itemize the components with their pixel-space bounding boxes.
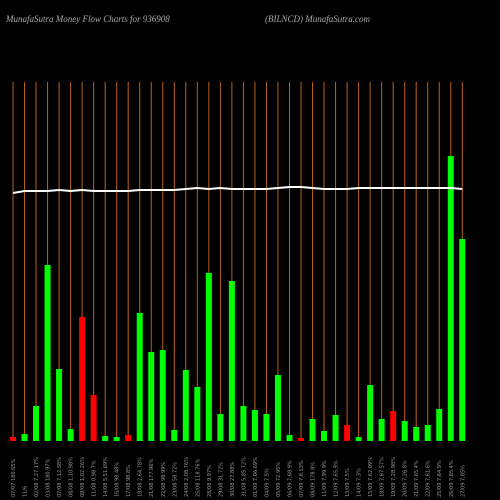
x-tick-label: 21/08 177.96% — [149, 459, 155, 497]
x-tick-label: 14/08 5,51.69% — [103, 457, 109, 497]
bar — [401, 421, 408, 441]
x-tick-label: 31/08 5,85.72% — [241, 457, 247, 497]
bar — [79, 317, 86, 441]
bar — [367, 385, 374, 441]
x-tick-label: 01/09 7,06.69% — [253, 457, 259, 497]
bar — [447, 156, 454, 441]
bar — [205, 273, 212, 441]
x-tick-label: 07/07 180.65% — [11, 459, 17, 497]
x-tick-label: 08/09 178.8% — [311, 462, 317, 497]
x-tick-label: 09/08 1,02.26% — [80, 457, 86, 497]
x-tick-label: 03/08 180.97% — [46, 459, 52, 497]
bar — [125, 435, 132, 441]
bar — [321, 431, 328, 441]
bar — [56, 369, 63, 441]
x-tick-label: 08/08 1,10.98% — [69, 457, 75, 497]
x-tick-label: 29/08 31.72% — [218, 462, 224, 497]
bar — [194, 387, 201, 441]
bar — [136, 313, 143, 441]
x-tick-label: 17/08 98.8% — [126, 465, 132, 497]
bar — [274, 375, 281, 441]
x-tick-label: 07/09 7,8.13% — [299, 460, 305, 497]
bar — [355, 437, 362, 441]
bar — [171, 430, 178, 441]
x-tick-label: 14/09 7.3% — [357, 468, 363, 497]
x-tick-label: 11/08 0.98 7% — [92, 460, 98, 497]
x-tick-label: 15/09 7,62.09% — [368, 457, 374, 497]
x-tick-label: 06/09 7,68.9% — [287, 460, 293, 497]
bar — [413, 427, 420, 441]
x-tick-label: 18/08 2,64.78% — [138, 457, 144, 497]
bar — [309, 419, 316, 441]
x-tick-label: 24/08 2,08.76% — [184, 457, 190, 497]
bar — [90, 395, 97, 441]
x-tick-label: 13/09 7.5% — [345, 468, 351, 497]
bar — [33, 406, 40, 441]
x-tick-label: 22/09 7,61.6% — [426, 460, 432, 497]
x-tick-label: 27/09 7,85% — [460, 465, 466, 497]
bar — [240, 406, 247, 441]
money-flow-line — [12, 186, 463, 194]
x-tick-label: 20/09 7,26.8% — [403, 460, 409, 497]
chart-title: MunafaSutra Money Flow Charts for 936908 — [5, 14, 170, 24]
x-tick-label: 25/08 118.76% — [195, 459, 201, 497]
bar — [378, 419, 385, 441]
x-tick-label: 04/09 7.5% — [264, 468, 270, 497]
x-tick-label: 21/09 7,65.4% — [414, 460, 420, 497]
x-tick-label: 30/08 27.88% — [230, 462, 236, 497]
x-tick-label: 16/08 98.48% — [115, 462, 121, 497]
bar — [217, 414, 224, 441]
bar — [102, 436, 109, 441]
x-tick-label: 22/08 98.99% — [161, 462, 167, 497]
x-tick-label: 02/08 7,27,17% — [34, 457, 40, 497]
x-tick-label: 05/09 72.95% — [276, 462, 282, 497]
bar — [263, 414, 270, 441]
x-tick-label: 18/09 7,67.57% — [380, 457, 386, 497]
x-tick-label: 25/09 7,64.9% — [437, 460, 443, 497]
bar — [44, 265, 51, 441]
bar — [436, 409, 443, 441]
bar — [228, 281, 235, 441]
chart-subtitle: (BILNCD) MunafaSutra.com — [265, 14, 370, 24]
bar — [344, 425, 351, 441]
x-tick-label: 28/08 9.97% — [207, 465, 213, 497]
bar — [21, 434, 28, 441]
x-tick-label: 19/09 7,28.98% — [391, 457, 397, 497]
x-tick-label: 26/09 7,85.4% — [449, 460, 455, 497]
bar — [148, 352, 155, 441]
bar — [459, 239, 466, 441]
bar — [390, 411, 397, 441]
bar — [424, 425, 431, 441]
bar — [159, 350, 166, 441]
bar — [298, 438, 304, 441]
bar — [67, 429, 74, 441]
x-tick-label: 07/08 7,12.38% — [57, 457, 63, 497]
x-tick-label: 11/09 7,99.9% — [322, 460, 328, 497]
x-tick-label: 11/6 — [23, 486, 29, 497]
x-tick-label: 12/09 7,65.9% — [334, 460, 340, 497]
bar — [286, 435, 293, 441]
x-tick-label: 23/08 58.72% — [172, 462, 178, 497]
bar — [251, 410, 258, 441]
bar — [332, 415, 339, 441]
bar — [182, 370, 189, 441]
bar — [113, 437, 120, 441]
bar — [10, 437, 16, 441]
